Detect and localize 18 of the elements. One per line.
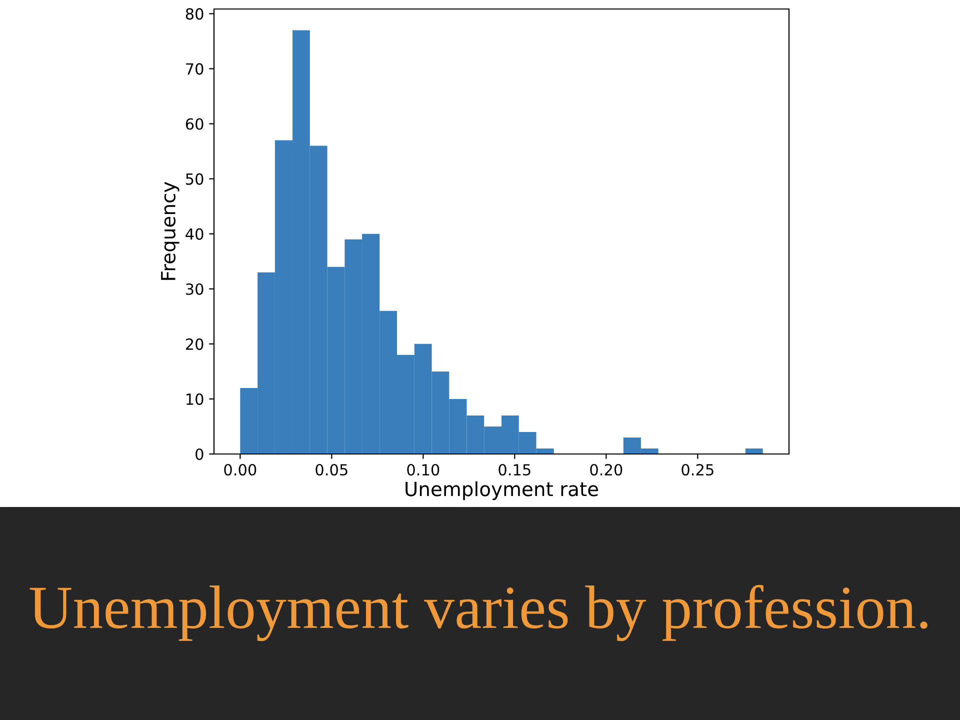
x-tick-label: 0.15 xyxy=(498,464,530,476)
x-tick-label: 0.00 xyxy=(224,464,256,476)
y-tick-label: 70 xyxy=(186,63,204,75)
y-tick-label: 50 xyxy=(186,173,204,185)
text: Unemployment varies by profession. xyxy=(30,584,928,642)
x-tick-label: 0.10 xyxy=(407,464,440,476)
y-tick-label: 40 xyxy=(186,228,204,240)
y-tick-label: 10 xyxy=(186,393,204,405)
y-tick-label: 60 xyxy=(186,118,204,130)
y-tick-label: 20 xyxy=(186,338,204,350)
y-axis-title: Frequency xyxy=(161,182,180,280)
y-tick-label: 0 xyxy=(196,448,204,460)
y-tick-label: 30 xyxy=(186,283,204,295)
x-axis-title: Unemployment rate xyxy=(406,481,598,500)
x-tick-label: 0.25 xyxy=(682,464,714,476)
x-tick-label: 0.20 xyxy=(590,464,622,476)
y-tick-label: 80 xyxy=(186,8,204,20)
x-tick-label: 0.05 xyxy=(316,464,348,476)
